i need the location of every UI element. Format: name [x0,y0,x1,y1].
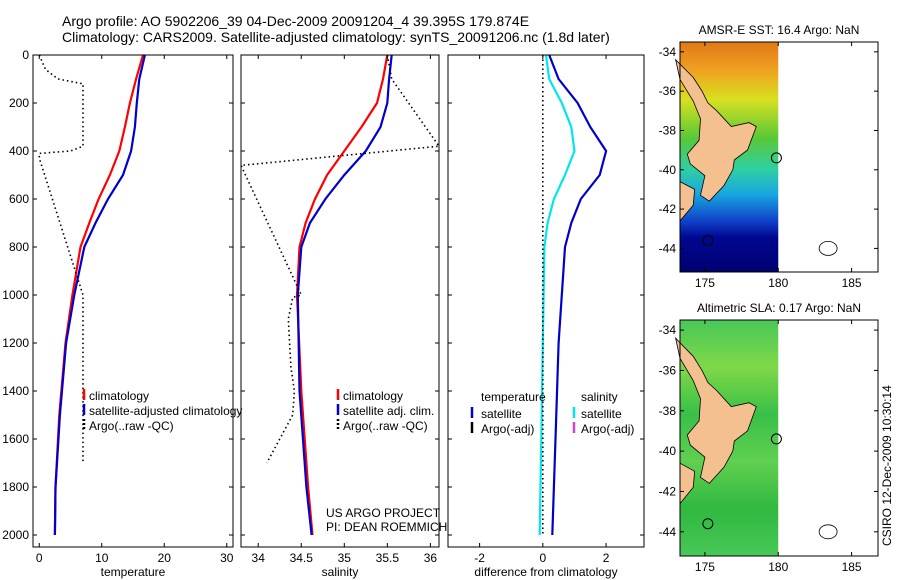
map-title: AMSR-E SST: 16.4 Argo: NaN [699,23,860,37]
y-tick-label: 1800 [2,480,29,494]
seamount-marker [702,518,714,530]
legend-label: satellite adj. clim. [343,404,434,418]
legend-label: Argo(..raw -QC) [89,419,174,433]
y-tick-label: -40 [659,163,677,177]
series-line-1 [295,55,389,536]
profile-panel-2 [240,54,440,548]
legend-title-salinity: salinity [581,390,618,404]
y-tick-label: -36 [659,363,677,377]
credit-line-2: PI: DEAN ROEMMICH [326,520,447,534]
y-tick-label: -40 [659,444,677,458]
y-tick-label: -42 [659,484,677,498]
series-line-1 [53,55,145,536]
seamount-marker [702,235,714,247]
series-line-2 [53,55,146,536]
y-tick-label: 2000 [2,528,29,542]
argo-location-marker [770,433,782,445]
map-title: Altimetric SLA: 0.17 Argo: NaN [697,301,861,315]
y-tick-label: -36 [659,84,677,98]
axes-frame [32,54,234,548]
x-tick-label: 180 [768,560,788,574]
y-tick-label: 1600 [2,432,29,446]
land-north-island [674,336,757,484]
island-outline [818,241,838,256]
y-tick-label: 1000 [2,288,29,302]
island-outline [818,524,838,540]
credit-line-1: US ARGO PROJECT [326,506,441,520]
y-tick-label: 200 [9,96,29,110]
y-tick-label: 1400 [2,384,29,398]
y-tick-label: 1200 [2,336,29,350]
legend-label: satellite [581,407,622,421]
legend-label: Argo(..raw -QC) [343,419,428,433]
x-tick-label: 175 [695,276,715,290]
x-tick-label: 36 [424,551,438,565]
legend-label: climatology [343,389,403,403]
y-tick-label: -34 [659,323,677,337]
profile-panel-3 [447,54,645,548]
y-tick-label: -44 [659,525,677,539]
y-tick-label: -38 [659,123,677,137]
x-tick-label: 34.5 [290,551,314,565]
x-axis-label: temperature [101,565,166,579]
axes-frame [447,54,645,548]
series-line-2 [538,55,576,536]
x-tick-label: 10 [95,551,109,565]
x-tick-label: 2 [603,551,610,565]
argo-location-marker [770,152,782,164]
y-tick-label: -44 [659,241,677,255]
axes-frame [240,54,440,548]
x-tick-label: 34 [252,551,266,565]
series-line-3 [241,55,439,464]
y-tick-label: 600 [9,192,29,206]
legend-label: satellite [481,407,522,421]
y-tick-label: -42 [659,202,677,216]
x-tick-label: 0 [539,551,546,565]
y-tick-label: 800 [9,240,29,254]
y-tick-label: 0 [22,48,29,62]
x-tick-label: 20 [158,551,172,565]
x-tick-label: 175 [695,560,715,574]
land-north-island [674,58,757,202]
x-tick-label: 35 [338,551,352,565]
map-frame [679,319,879,557]
x-tick-label: 180 [768,276,788,290]
figure-title-line1: Argo profile: AO 5902206_39 04-Dec-2009 … [62,13,530,29]
x-tick-label: 35.5 [376,551,400,565]
series-line-2 [296,55,393,536]
legend-label: climatology [89,389,149,403]
map-frame [679,41,879,273]
map-panel-2 [674,319,879,557]
x-tick-label: -2 [474,551,485,565]
figure-title-line2: Climatology: CARS2009. Satellite-adjuste… [62,29,610,45]
legend-label: Argo(-adj) [581,422,634,436]
y-tick-label: -34 [659,45,677,59]
map-panel-1 [674,41,879,273]
legend-label: Argo(-adj) [481,422,534,436]
series-line-1 [548,55,608,536]
x-tick-label: 0 [36,551,43,565]
x-tick-label: 185 [842,560,862,574]
y-tick-label: 400 [9,144,29,158]
y-tick-label: -38 [659,404,677,418]
x-axis-label: salinity [322,565,359,579]
legend-label: satellite-adjusted climatology [89,404,242,418]
x-axis-label: difference from climatology [474,565,617,579]
legend-title-temperature: temperature [481,390,546,404]
x-tick-label: 30 [220,551,234,565]
x-tick-label: 185 [842,276,862,290]
series-line-3 [38,55,84,463]
profile-panel-1 [32,54,234,548]
